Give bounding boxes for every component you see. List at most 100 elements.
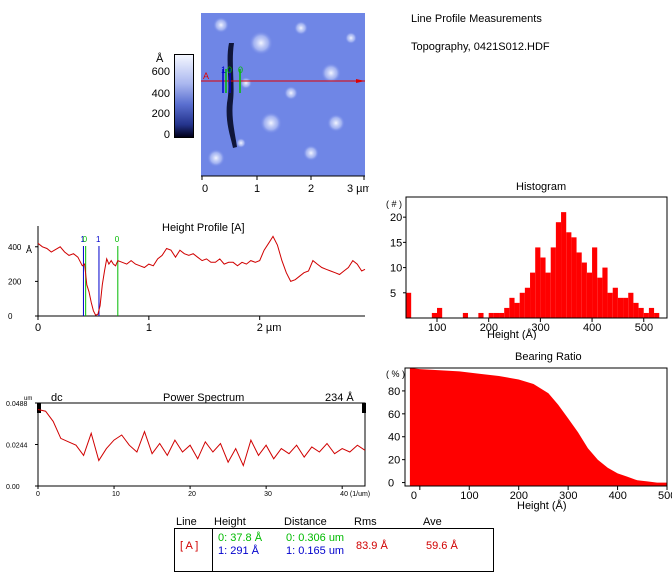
marker-0: 0 <box>227 65 232 75</box>
y-tick-label: 40 <box>388 432 400 444</box>
marker-1: 1 <box>221 65 226 75</box>
histogram-bar <box>406 292 412 318</box>
histogram-bar <box>462 312 469 318</box>
bearing-area <box>409 368 667 486</box>
line-id: [ A ] <box>180 540 199 552</box>
x-tick-label: 300 <box>559 490 577 502</box>
marker-a: A <box>203 71 209 81</box>
y-tick-label: 400 <box>8 243 22 252</box>
y-axis-label: Å <box>26 245 32 255</box>
x-tick-label: 300 <box>531 322 549 334</box>
y-axis-label: ( % ) <box>386 369 405 379</box>
chart-annotation: 234 Å <box>325 391 354 404</box>
x-tick-label: 500 <box>658 490 672 502</box>
histogram-bar <box>530 272 536 318</box>
x-tick-label: 0 <box>411 490 417 502</box>
dc-marker <box>37 403 41 413</box>
spectrum-series <box>37 409 366 468</box>
distance-value: 1: 0.165 um <box>286 545 345 557</box>
report-title: Line Profile Measurements <box>411 13 542 25</box>
x-tick-label: 200 <box>480 322 498 334</box>
cursor-label: 0 <box>115 235 120 244</box>
x-tick-label: 40 (1/um) <box>340 491 370 498</box>
x-tick-label: 0 <box>35 322 41 334</box>
dc-label: dc <box>51 392 63 404</box>
colorbar-unit: Å <box>156 53 164 65</box>
histogram-bar <box>478 312 484 318</box>
height-value: 1: 291 Å <box>218 545 259 557</box>
table-divider <box>212 528 213 571</box>
image-x-tick: 0 <box>202 183 208 195</box>
bearing-ratio-chart: Bearing Ratio ( % ) Height (Å) 806040200… <box>386 351 672 512</box>
histogram-bar <box>597 277 603 318</box>
histogram-bar <box>633 302 639 318</box>
image-background <box>201 13 365 176</box>
y-tick-label: 20 <box>390 212 402 224</box>
table-body <box>174 528 494 572</box>
histogram-bar <box>628 292 634 318</box>
x-axis-label: Height (Å) <box>487 328 537 340</box>
x-tick-label: 100 <box>460 490 478 502</box>
histogram-bar <box>519 292 525 318</box>
y-axis-label: ( # ) <box>386 199 402 209</box>
histogram-bar <box>431 312 438 318</box>
histogram-bar <box>654 312 660 318</box>
histogram-bar <box>638 307 644 318</box>
cursor-label: 1 <box>96 235 101 244</box>
chart-title: Histogram <box>516 181 566 193</box>
histogram-bar <box>545 272 551 318</box>
y-tick-label: 20 <box>388 455 400 467</box>
histogram-bar <box>566 232 572 318</box>
histogram-bar <box>514 302 520 318</box>
x-tick-label: 30 <box>264 491 272 498</box>
header-ave: Ave <box>423 516 442 528</box>
y-tick-label: 60 <box>388 409 400 421</box>
topography-image: A 1 0 0 0 1 2 3 µm <box>201 13 369 195</box>
histogram-bar <box>504 307 510 318</box>
colorbar-tick: 200 <box>151 108 170 120</box>
x-axis-label: Height (Å) <box>517 499 567 512</box>
y-unit-label: um <box>24 396 32 402</box>
chart-title: Bearing Ratio <box>515 351 582 363</box>
power-spectrum-chart: Power Spectrum 234 Å dc um 0.0488 0.0244 0… <box>6 391 370 498</box>
cursor-label: 1 <box>80 235 85 244</box>
y-tick-label: 5 <box>390 288 396 300</box>
histogram-bar <box>607 292 613 318</box>
histogram-bar <box>643 312 649 318</box>
y-tick-label: 200 <box>8 277 22 286</box>
histogram-bar <box>493 312 500 318</box>
measurement-table: Line Height Distance Rms Ave [ A ] 0: 37… <box>174 514 494 572</box>
histogram-bar <box>555 222 562 318</box>
cursor-label: 0 <box>83 235 88 244</box>
file-subtitle: Topography, 0421S012.HDF <box>411 41 550 53</box>
histogram-bar <box>581 262 587 318</box>
colorbar-tick: 600 <box>151 66 170 78</box>
histogram-bar <box>499 312 505 318</box>
histogram-bar <box>602 267 608 318</box>
histogram-bar <box>550 247 556 318</box>
header-rms: Rms <box>354 516 377 528</box>
histogram-bar <box>437 307 443 318</box>
histogram-bar <box>571 237 577 318</box>
chart-title: Height Profile [A] <box>162 222 245 234</box>
x-tick-label: 200 <box>510 490 528 502</box>
y-tick-label: 0 <box>8 312 13 321</box>
x-tick-label: 500 <box>635 322 653 334</box>
dark-trench <box>226 43 237 148</box>
plot-frame <box>404 367 668 487</box>
distance-value: 0: 0.306 um <box>286 532 345 544</box>
ave-value: 59.6 Å <box>426 540 458 552</box>
header-height: Height <box>214 516 246 528</box>
marker-0: 0 <box>238 65 243 75</box>
histogram-bar <box>488 312 494 318</box>
histogram-bar <box>535 247 541 318</box>
histogram-bar <box>576 252 582 318</box>
y-tick-label: 15 <box>390 237 402 249</box>
x-tick-label: 20 <box>188 491 196 498</box>
x-tick-label: 400 <box>583 322 601 334</box>
rms-value: 83.9 Å <box>356 540 388 552</box>
image-x-tick: 1 <box>254 183 260 195</box>
line-arrow <box>356 79 365 83</box>
y-tick-label: 10 <box>390 263 402 275</box>
